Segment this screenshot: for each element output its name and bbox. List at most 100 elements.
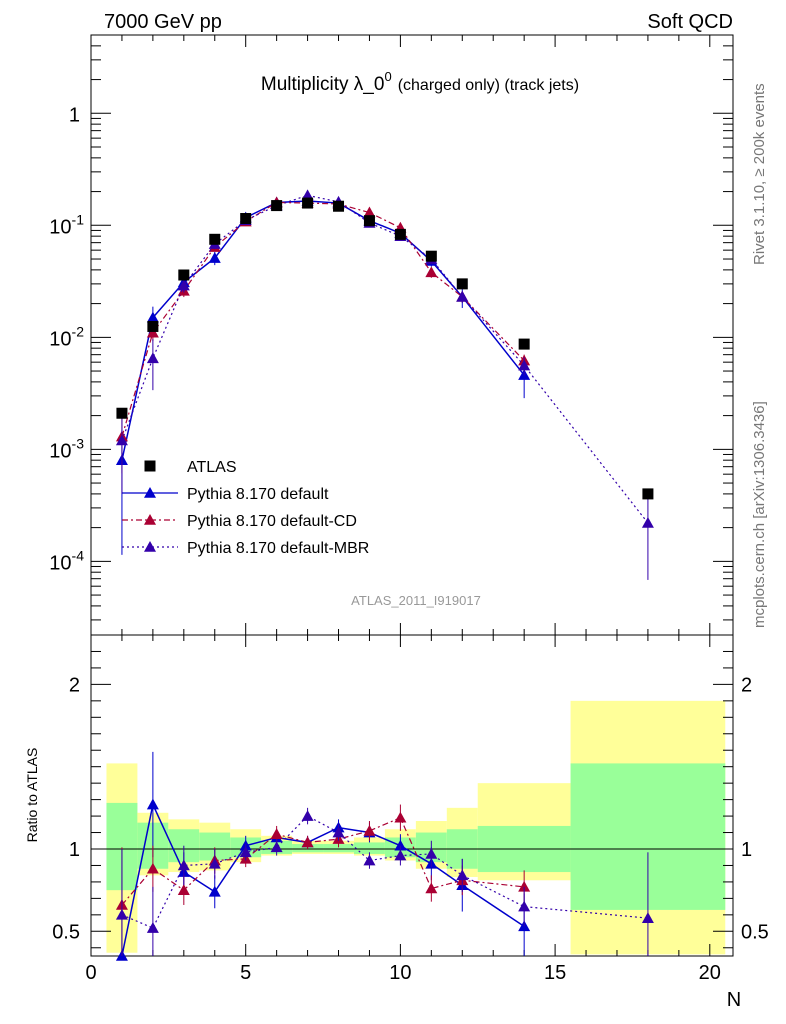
axis-ticks <box>90 34 733 956</box>
y-tick-label: 10-4 <box>49 547 84 574</box>
green-band-bin <box>323 844 354 853</box>
series-marker-main <box>146 352 159 364</box>
atlas-data-point <box>363 215 375 227</box>
y-tick-label: 10-3 <box>49 435 84 462</box>
atlas-data-point <box>147 320 159 332</box>
ratio-y-axis-label: Ratio to ATLAS <box>24 748 40 843</box>
analysis-label: ATLAS_2011_I919017 <box>351 593 481 608</box>
series-marker-ratio <box>177 859 190 871</box>
series-marker-ratio <box>641 912 654 923</box>
atlas-data-point <box>178 269 190 281</box>
series-marker-ratio <box>425 847 438 859</box>
atlas-data-point <box>518 338 530 350</box>
atlas-data-point <box>240 213 252 225</box>
ratio-y-tick-label-right: 1 <box>741 839 752 861</box>
atlas-data-point <box>209 233 221 245</box>
series-marker-ratio <box>301 836 314 848</box>
series-marker-ratio <box>146 922 159 933</box>
series-marker-main <box>301 189 314 201</box>
y-tick-label: 1 <box>69 104 80 126</box>
category-label: Soft QCD <box>647 11 733 33</box>
y-tick-label: 10-1 <box>49 211 84 238</box>
ratio-y-tick-label-left: 2 <box>69 674 80 696</box>
atlas-data-points <box>116 197 654 500</box>
ratio-y-tick-label-right: 0.5 <box>741 921 769 943</box>
series-marker-ratio <box>115 908 128 920</box>
series-marker-ratio <box>332 826 345 838</box>
mcplots-label: mcplots.cern.ch [arXiv:1306.3436] <box>751 401 768 628</box>
x-axis-label: N <box>727 989 741 1011</box>
axis-tick-labels: 0 5 10 15 20 10-4 10-3 10-2 10-1 1 0.5 0.5 1 1 2 2 <box>49 104 769 984</box>
series-marker-main <box>641 516 654 528</box>
series-marker-ratio <box>518 900 531 912</box>
series-marker-main <box>363 206 376 218</box>
legend-entry: Pythia 8.170 default-CD <box>122 513 357 530</box>
series-marker-ratio <box>146 798 159 810</box>
legend-marker <box>144 487 156 498</box>
series-marker-main <box>456 290 469 302</box>
atlas-data-point <box>456 278 468 290</box>
rivet-label: Rivet 3.1.10, ≥ 200k events <box>751 83 768 265</box>
atlas-data-point <box>642 488 654 500</box>
series-marker-main <box>146 326 159 338</box>
atlas-data-point <box>394 228 406 240</box>
atlas-data-point <box>271 200 283 212</box>
series-marker-ratio <box>394 839 407 851</box>
legend-label: Pythia 8.170 default-CD <box>187 513 357 530</box>
x-tick-label: 10 <box>389 962 411 984</box>
series-marker-main <box>146 311 159 323</box>
chart-title: Multiplicity λ_00 (charged only) (track j… <box>261 69 579 95</box>
series-line-main <box>121 201 525 437</box>
series-marker-ratio <box>208 857 221 869</box>
atlas-data-point <box>333 200 345 212</box>
series-marker-ratio <box>177 884 190 895</box>
series-marker-main <box>518 359 531 371</box>
ratio-y-tick-label-left: 0.5 <box>52 921 80 943</box>
series-marker-ratio <box>146 862 159 874</box>
series-line-main <box>121 200 525 461</box>
atlas-data-point <box>302 197 314 209</box>
legend-entry: ATLAS <box>144 459 237 476</box>
series-marker-main <box>208 252 221 263</box>
x-tick-label: 5 <box>240 962 251 984</box>
series-marker-main <box>177 279 190 291</box>
legend-entry: Pythia 8.170 default-MBR <box>122 540 369 557</box>
series-marker-ratio <box>363 854 376 866</box>
series-marker-ratio <box>270 828 283 839</box>
ratio-y-tick-label-left: 1 <box>69 839 80 861</box>
series-marker-ratio <box>270 841 283 853</box>
legend-label: ATLAS <box>187 459 237 476</box>
x-tick-label: 15 <box>544 962 566 984</box>
series-marker-ratio <box>239 846 252 858</box>
legend: ATLAS Pythia 8.170 default Pythia 8.170 de… <box>122 459 369 557</box>
y-tick-label: 10-2 <box>49 323 84 350</box>
legend-label: Pythia 8.170 default-MBR <box>187 540 369 557</box>
ratio-y-tick-label-right: 2 <box>741 674 752 696</box>
series-line-ratio <box>121 815 648 929</box>
title-main: Multiplicity λ_0 <box>261 74 385 95</box>
title-rest: (charged only) (track jets) <box>398 77 579 94</box>
series-marker-main <box>115 434 128 446</box>
legend-marker-atlas <box>144 460 156 472</box>
atlas-data-point <box>425 250 437 262</box>
series-marker-ratio <box>518 880 531 892</box>
series-marker-ratio <box>425 882 438 894</box>
series-marker-ratio <box>394 811 407 823</box>
x-tick-label: 0 <box>85 962 96 984</box>
x-tick-label: 20 <box>699 962 721 984</box>
ratio-panel-frame <box>90 634 734 957</box>
series-marker-ratio <box>363 824 376 836</box>
series-marker-ratio <box>208 885 221 897</box>
legend-marker <box>144 541 156 552</box>
legend-entry: Pythia 8.170 default <box>122 486 329 503</box>
series-marker-main <box>425 266 438 278</box>
atlas-data-point <box>116 407 128 419</box>
series-marker-ratio <box>301 810 314 821</box>
legend-marker <box>144 514 156 525</box>
series-marker-ratio <box>394 849 407 861</box>
uncertainty-bands <box>106 700 726 955</box>
series-marker-ratio <box>456 869 469 881</box>
green-band-bin <box>353 842 385 854</box>
energy-label: 7000 GeV pp <box>104 11 222 33</box>
